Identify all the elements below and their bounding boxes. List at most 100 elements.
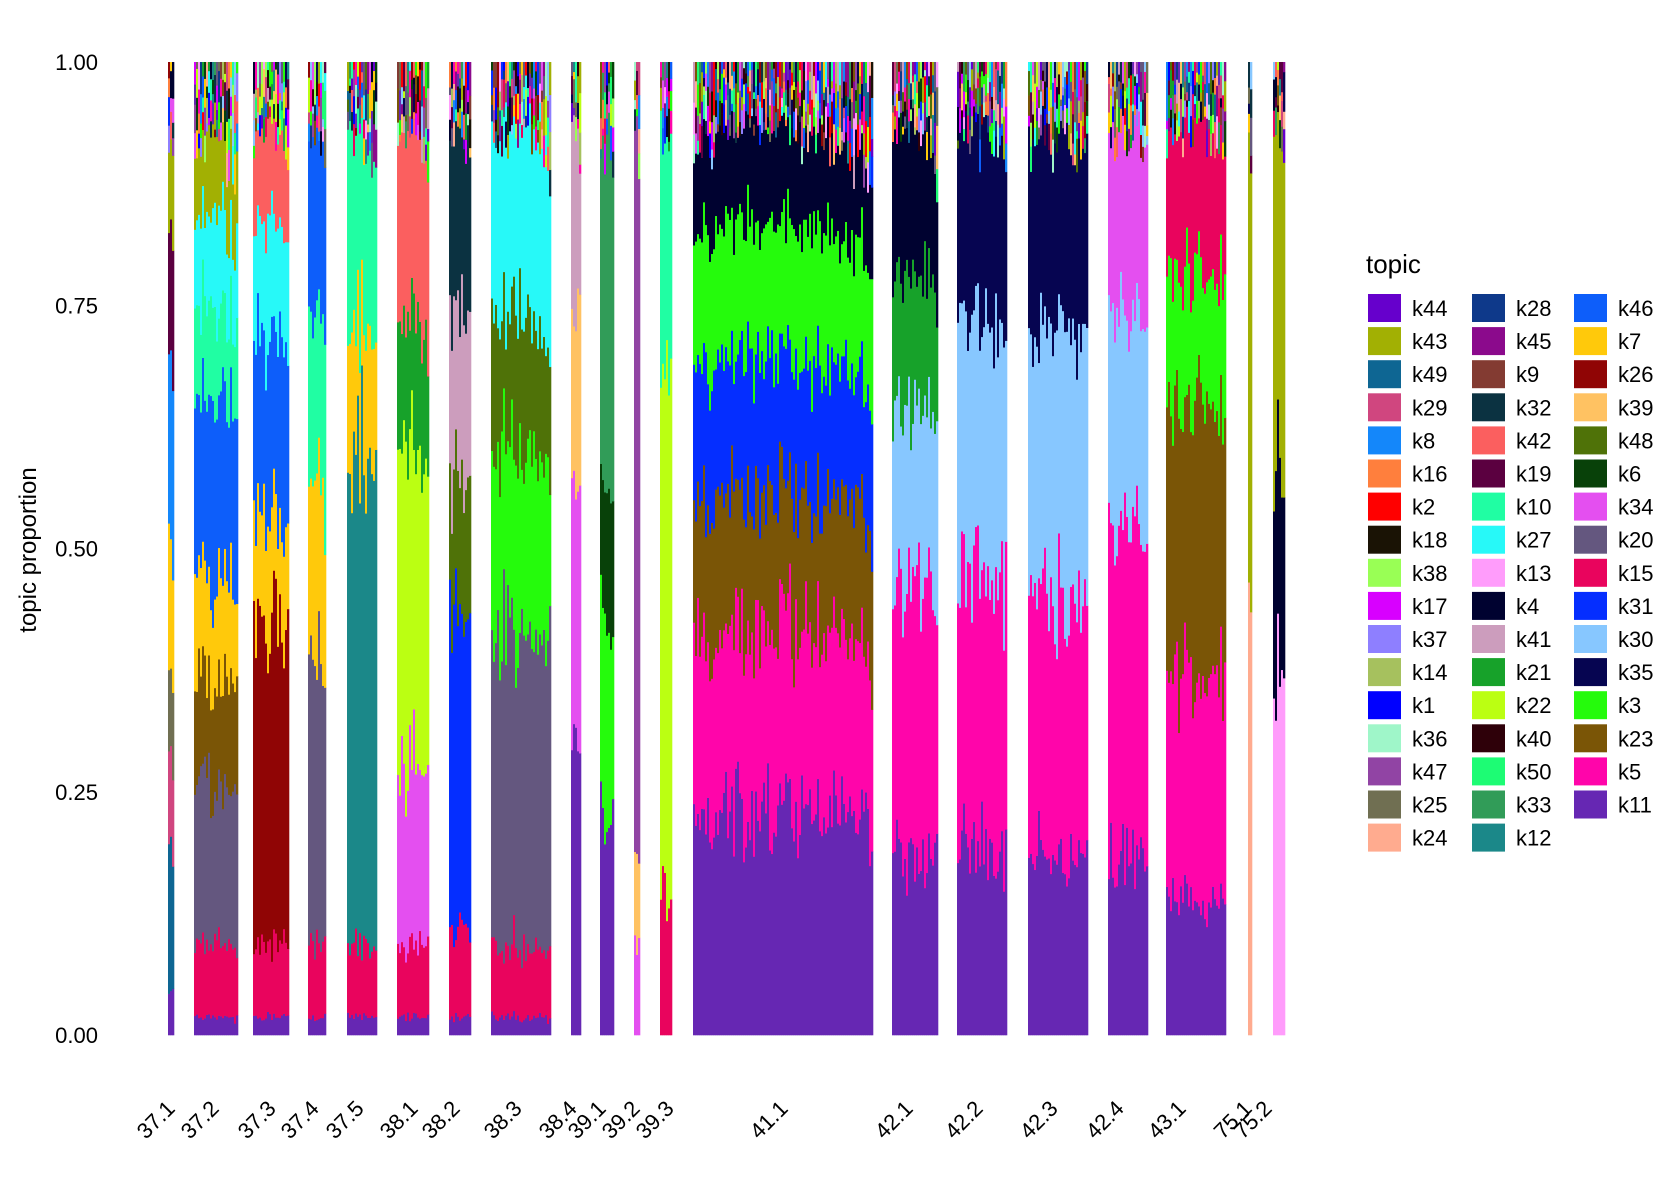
bar-segment — [373, 124, 376, 162]
bar-segment — [357, 76, 360, 90]
bar-segment — [924, 577, 927, 889]
bar-segment — [979, 62, 982, 77]
bar-segment — [283, 928, 286, 1014]
bar-segment — [493, 109, 496, 123]
bar-segment — [855, 376, 858, 485]
bar-segment — [1062, 310, 1065, 588]
bar-segment — [759, 62, 762, 83]
bar-segment — [351, 111, 354, 131]
bar-segment — [1277, 399, 1280, 614]
bar-segment — [731, 614, 734, 787]
bar-segment — [234, 62, 237, 96]
bar-segment — [791, 127, 794, 225]
bar-segment — [1080, 159, 1083, 353]
bar-segment — [259, 96, 262, 116]
bar-segment — [827, 62, 830, 80]
bar-segment — [1036, 120, 1039, 145]
bar-segment — [701, 808, 704, 1036]
bar-segment — [835, 499, 838, 628]
bar-segment — [1114, 342, 1117, 566]
bar-segment — [761, 62, 764, 83]
bar-segment — [1196, 682, 1199, 903]
bar-segment — [1273, 136, 1276, 512]
bar-segment — [725, 99, 728, 126]
bar-segment — [421, 62, 424, 71]
bar-segment — [1130, 542, 1133, 864]
bar-segment — [731, 330, 734, 446]
bar-segment — [924, 69, 927, 77]
bar-segment — [705, 133, 708, 226]
bar-segment — [805, 62, 808, 82]
bar-segment — [198, 113, 201, 134]
bar-segment — [995, 293, 998, 568]
bar-segment — [971, 314, 974, 623]
bar-segment — [529, 429, 532, 622]
bar-segment — [1034, 336, 1037, 583]
bar-segment — [1182, 310, 1185, 433]
bar-segment — [170, 538, 173, 669]
bar-segment — [910, 62, 913, 84]
bar-segment — [723, 507, 726, 631]
bar-segment — [737, 62, 740, 93]
bar-segment — [208, 752, 211, 951]
bar-segment — [1028, 115, 1031, 127]
bar-segment — [353, 95, 356, 125]
bar-segment — [963, 91, 966, 118]
bar-segment — [1056, 658, 1059, 865]
bar-segment — [499, 952, 502, 1018]
bar-segment — [1214, 157, 1217, 290]
bar-segment — [425, 160, 428, 320]
bar-segment — [413, 62, 416, 78]
bar-segment — [1080, 62, 1083, 81]
bar-segment — [1052, 172, 1055, 357]
bar-segment — [787, 592, 790, 783]
bar-segment — [194, 308, 197, 409]
bar-segment — [1210, 62, 1213, 95]
bar-segment — [1218, 153, 1221, 307]
bar-segment — [981, 336, 984, 571]
bar-segment — [1038, 578, 1041, 811]
bar-segment — [1122, 83, 1125, 90]
bar-segment — [459, 603, 462, 913]
bar-segment — [407, 62, 410, 71]
bar-segment — [662, 80, 665, 109]
legend-label-k16: k16 — [1412, 462, 1447, 487]
bar-segment — [845, 95, 848, 107]
bar-segment — [511, 78, 514, 98]
bar-segment — [537, 94, 540, 121]
bar-segment — [912, 62, 915, 76]
bar-segment — [519, 422, 522, 634]
bar-segment — [892, 141, 895, 298]
bar-segment — [983, 116, 986, 328]
bar-segment — [226, 787, 229, 951]
bar-segment — [451, 106, 454, 129]
bar-segment — [916, 62, 919, 82]
bar-segment — [573, 71, 576, 80]
bar-segment — [829, 116, 832, 138]
bar-segment — [194, 104, 197, 134]
bar-segment — [196, 393, 199, 578]
bar-segment — [511, 944, 514, 1017]
bar-segment — [216, 109, 219, 120]
bar-segment — [1126, 130, 1129, 157]
bar-segment — [273, 570, 276, 930]
bar-segment — [733, 88, 736, 113]
bar-segment — [533, 115, 536, 130]
bar-segment — [208, 62, 211, 72]
bar-segment — [503, 388, 506, 570]
bar-segment — [351, 332, 354, 514]
bar-segment — [799, 647, 802, 836]
bar-segment — [969, 107, 972, 130]
bar-segment — [214, 129, 217, 138]
bar-segment — [367, 124, 370, 133]
bar-segment — [1206, 696, 1209, 928]
bar-segment — [961, 830, 964, 1036]
bar-segment — [1086, 327, 1089, 606]
bar-segment — [853, 188, 856, 277]
bar-segment — [1208, 119, 1211, 130]
bar-segment — [717, 349, 720, 487]
legend-swatch-k3 — [1574, 691, 1607, 720]
bar-segment — [1028, 595, 1031, 858]
bar-segment — [819, 79, 822, 104]
bar-segment — [606, 831, 609, 1036]
